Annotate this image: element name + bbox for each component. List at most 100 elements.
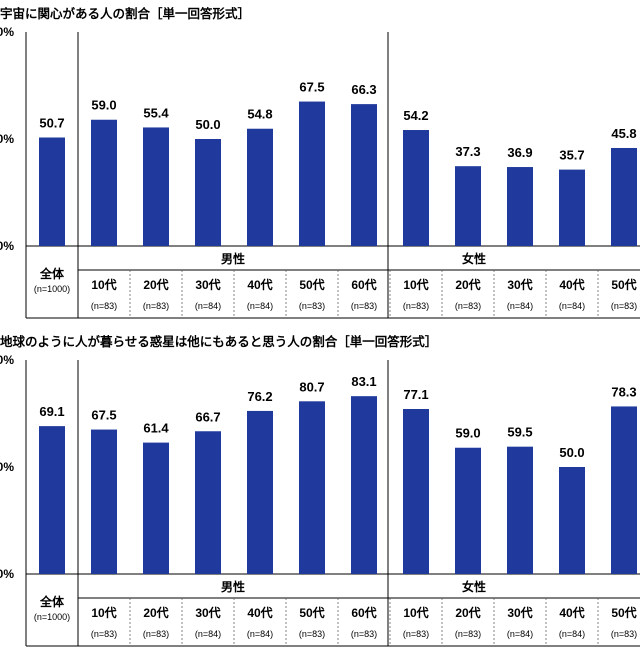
category-label: 20代 [455,277,480,292]
category-label: 全体 [39,266,65,281]
category-label: 30代 [195,277,220,292]
bar [299,101,325,246]
bar [351,104,377,246]
sample-size-label: (n=84) [507,629,533,639]
bar [507,446,533,574]
category-label: 20代 [455,605,480,620]
group-label: 男性 [221,579,245,594]
category-label: 60代 [351,605,376,620]
category-label: 50代 [299,277,324,292]
sample-size-label: (n=84) [247,301,273,311]
data-label: 50.0 [195,117,220,132]
category-label: 10代 [403,277,428,292]
category-label: 10代 [91,605,116,620]
sample-size-label: (n=83) [143,301,169,311]
sample-size-label: (n=83) [455,301,481,311]
chart-2-title: 地球のように人が暮らせる惑星は他にもあると思う人の割合［単一回答形式］ [0,334,438,349]
category-label: 50代 [611,277,636,292]
data-label: 54.2 [403,108,428,123]
sample-size-label: (n=83) [299,301,325,311]
category-label: 50代 [299,605,324,620]
sample-size-label: (n=84) [507,301,533,311]
category-label: 10代 [91,277,116,292]
data-label: 59.5 [507,425,532,440]
bar [611,406,637,574]
data-label: 61.4 [143,421,169,436]
bar [39,426,65,574]
bar [611,147,637,246]
bar [351,396,377,574]
group-label: 女性 [462,579,486,594]
sample-size-label: (n=1000) [34,612,70,622]
category-label: 20代 [143,277,168,292]
category-label: 30代 [507,605,532,620]
group-label: 男性 [221,251,245,266]
data-label: 83.1 [351,374,376,389]
bar [143,442,169,574]
y-tick-label: 0% [0,353,14,367]
sample-size-label: (n=84) [195,301,221,311]
chart-1: 0% 0% 0% 男性 女性 50.7 全体 (n=1000) 59.0 10代 (n=83) 55.… [0,25,640,319]
bar [39,137,65,246]
sample-size-label: (n=84) [195,629,221,639]
chart-1-title: 宇宙に関心がある人の割合［単一回答形式］ [0,6,251,21]
data-label: 77.1 [403,387,428,402]
y-tick-label: 0% [0,132,14,146]
data-label: 35.7 [559,148,584,163]
sample-size-label: (n=83) [611,629,637,639]
data-label: 59.0 [91,98,116,113]
data-label: 67.5 [299,80,324,95]
category-label: 30代 [195,605,220,620]
bar [247,410,273,574]
bar [91,119,117,246]
category-label: 10代 [403,605,428,620]
category-label: 40代 [559,605,584,620]
category-label: 20代 [143,605,168,620]
bar [247,128,273,246]
category-label: 40代 [247,277,272,292]
data-label: 37.3 [455,144,480,159]
bar [403,409,429,574]
sample-size-label: (n=83) [143,629,169,639]
sample-size-label: (n=84) [559,629,585,639]
bar [455,166,481,246]
sample-size-label: (n=83) [91,629,117,639]
sample-size-label: (n=83) [351,629,377,639]
data-label: 55.4 [143,105,169,120]
sample-size-label: (n=84) [247,629,273,639]
bar [559,467,585,574]
bar [91,429,117,574]
bar [195,431,221,574]
sample-size-label: (n=1000) [34,284,70,294]
sample-size-label: (n=83) [455,629,481,639]
category-label: 50代 [611,605,636,620]
bar [299,401,325,574]
sample-size-label: (n=84) [559,301,585,311]
category-label: 40代 [247,605,272,620]
bar [455,447,481,574]
data-label: 45.8 [611,126,636,141]
group-label: 女性 [462,251,486,266]
sample-size-label: (n=83) [403,301,429,311]
y-tick-label: 0% [0,25,14,39]
y-tick-label: 0% [0,239,14,253]
category-label: 全体 [39,594,65,609]
data-label: 59.0 [455,426,480,441]
bar [403,130,429,246]
sample-size-label: (n=83) [299,629,325,639]
bar [195,139,221,246]
data-label: 36.9 [507,145,532,160]
data-label: 54.8 [247,107,272,122]
bar [143,127,169,246]
category-label: 30代 [507,277,532,292]
data-label: 78.3 [611,384,636,399]
sample-size-label: (n=83) [91,301,117,311]
data-label: 76.2 [247,389,272,404]
data-label: 66.7 [195,409,220,424]
category-label: 60代 [351,277,376,292]
bar [559,169,585,246]
bar [507,167,533,246]
data-label: 67.5 [91,408,116,423]
sample-size-label: (n=83) [403,629,429,639]
data-label: 69.1 [39,404,64,419]
